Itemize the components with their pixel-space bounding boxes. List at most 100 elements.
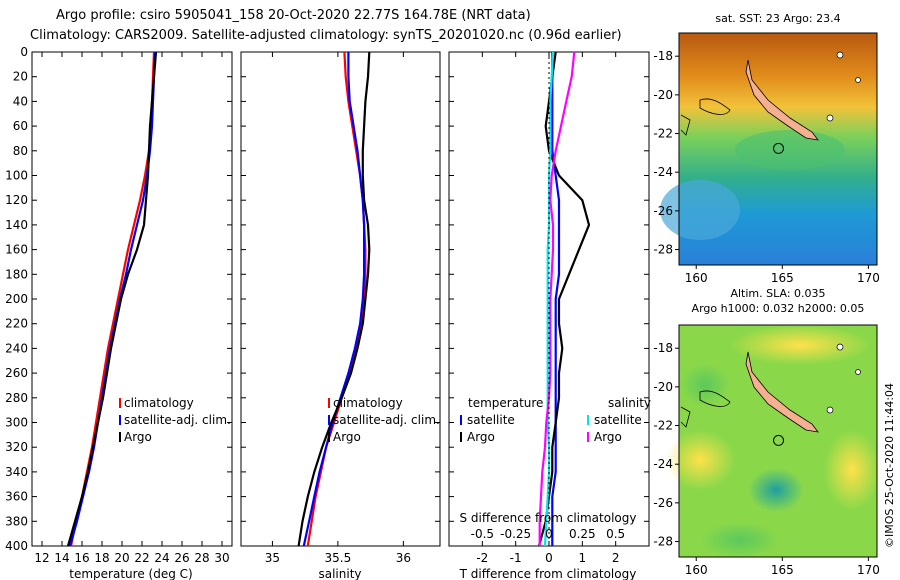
legend-climatology: climatology — [333, 396, 403, 410]
s-diff-tick-label: 0.25 — [569, 527, 596, 541]
map-lat-label: -22 — [653, 419, 673, 433]
x-tick-label: 20 — [114, 551, 129, 565]
sst-map-ticks: -18 -20 -22 -24 -26 -28 160 165 170 — [653, 49, 879, 285]
reef-outline — [680, 114, 691, 136]
island — [855, 77, 861, 83]
legend-t-satellite: satellite — [467, 413, 515, 427]
legend-swatch-climatology — [119, 398, 121, 408]
x-tick-label: -2 — [476, 551, 488, 565]
depth-tick-label: 280 — [5, 391, 28, 405]
depth-tick-label: 80 — [13, 144, 28, 158]
depth-tick-label: 320 — [5, 440, 28, 454]
sla-map — [665, 324, 880, 558]
reef-outline — [680, 406, 691, 428]
title-line-2: Climatology: CARS2009. Satellite-adjuste… — [30, 28, 622, 43]
x-tick-label: 26 — [174, 551, 189, 565]
depth-tick-label: 20 — [13, 70, 28, 84]
x-tick-label: 2 — [612, 551, 620, 565]
depth-tick-label: 400 — [5, 539, 28, 553]
depth-tick-label: 120 — [5, 193, 28, 207]
legend-swatch-argo — [119, 432, 121, 442]
depth-tick-label: 180 — [5, 267, 28, 281]
legend-satellite: satellite-adj. clim. — [124, 413, 231, 427]
sst-map-title: sat. SST: 23 Argo: 23.4 — [715, 12, 840, 25]
x-tick-label: 35 — [265, 551, 280, 565]
x-tick-label: 0 — [545, 551, 553, 565]
x-tick-label: 12 — [34, 551, 49, 565]
depth-axis: 0 20 40 60 80 100 120 140 160 180 200 220 240 260 280 3… — [5, 45, 28, 553]
sst-map — [660, 32, 878, 266]
sla-high-patch — [665, 430, 735, 490]
depth-tick-label: 0 — [20, 45, 28, 59]
argo-position-marker — [773, 434, 785, 446]
map-lat-label: -18 — [653, 341, 673, 355]
x-tick-label: 14 — [54, 551, 69, 565]
legend-argo: Argo — [124, 430, 152, 444]
map-lon-label: 170 — [857, 563, 880, 577]
difference-legend: temperature salinity satellite Argo sate… — [460, 396, 651, 444]
map-lat-label: -20 — [653, 88, 673, 102]
depth-tick-label: 40 — [13, 94, 28, 108]
legend-swatch-t-argo — [460, 432, 462, 442]
temperature-xlabel: temperature (deg C) — [69, 567, 192, 580]
legend-swatch-s-argo — [587, 432, 589, 442]
title-line-1: Argo profile: csiro 5905041_158 20-Oct-2… — [56, 8, 531, 23]
depth-tick-label: 200 — [5, 292, 28, 306]
depth-tick-label: 140 — [5, 218, 28, 232]
x-tick-label: 16 — [74, 551, 89, 565]
map-lon-label: 165 — [771, 271, 794, 285]
legend-swatch-satellite — [328, 415, 330, 425]
depth-tick-label: 260 — [5, 366, 28, 380]
sla-green-patch — [680, 363, 730, 407]
map-lat-label: -20 — [653, 380, 673, 394]
depth-tick-label: 360 — [5, 490, 28, 504]
x-tick-label: 35.5 — [325, 551, 352, 565]
map-lat-label: -24 — [653, 457, 673, 471]
temperature-plot: 12 14 16 18 20 22 24 26 28 30 — [32, 51, 232, 565]
new-caledonia-coast — [745, 59, 819, 141]
s-diff-tick-label: -0.5 — [471, 527, 494, 541]
legend-swatch-s-satellite — [587, 415, 589, 425]
map-lat-label: -28 — [653, 243, 673, 257]
sst-map-frame — [678, 32, 878, 266]
depth-tick-label: 220 — [5, 317, 28, 331]
salinity-panel — [240, 51, 441, 547]
legend-header-salinity: salinity — [608, 396, 651, 410]
depth-tick-label: 380 — [5, 514, 28, 528]
salinity-xlabel: salinity — [318, 567, 361, 580]
map-lat-label: -18 — [653, 49, 673, 63]
x-tick-label: 18 — [94, 551, 109, 565]
x-tick-label: 30 — [214, 551, 229, 565]
x-tick-label: 36 — [396, 551, 411, 565]
depth-tick-label: 60 — [13, 119, 28, 133]
x-tick-label: -1 — [510, 551, 522, 565]
sla-map-title-2: Argo h1000: 0.032 h2000: 0.05 — [692, 302, 865, 315]
map-lon-label: 165 — [771, 563, 794, 577]
series-line-satellite-adj-clim- — [302, 52, 366, 547]
legend-swatch-argo — [328, 432, 330, 442]
temperature-legend: climatology satellite-adj. clim. Argo — [119, 396, 231, 444]
temperature-panel — [31, 51, 233, 547]
sst-cool-patch — [660, 180, 740, 240]
legend-climatology: climatology — [124, 396, 194, 410]
map-lat-label: -24 — [653, 165, 673, 179]
series-line-temperature-argo — [537, 51, 591, 547]
legend-swatch-t-satellite — [460, 415, 462, 425]
series-line-salinity-argo — [538, 51, 576, 546]
legend-satellite: satellite-adj. clim. — [333, 413, 440, 427]
s-diff-tick-label: 0.5 — [606, 527, 625, 541]
sla-high-patch — [730, 325, 870, 365]
x-tick-label: 22 — [134, 551, 149, 565]
map-lon-label: 160 — [685, 563, 708, 577]
island — [855, 369, 861, 375]
legend-t-argo: Argo — [467, 430, 495, 444]
depth-tick-label: 240 — [5, 341, 28, 355]
difference-xlabel: T difference from climatology — [459, 567, 637, 580]
depth-tick-label: 340 — [5, 465, 28, 479]
island — [836, 51, 844, 59]
argo-position-marker — [773, 142, 785, 154]
reef-outline — [699, 390, 731, 407]
sla-map-ticks: -18 -20 -22 -24 -26 -28 160 165 170 — [653, 341, 879, 577]
depth-tick-label: 300 — [5, 416, 28, 430]
